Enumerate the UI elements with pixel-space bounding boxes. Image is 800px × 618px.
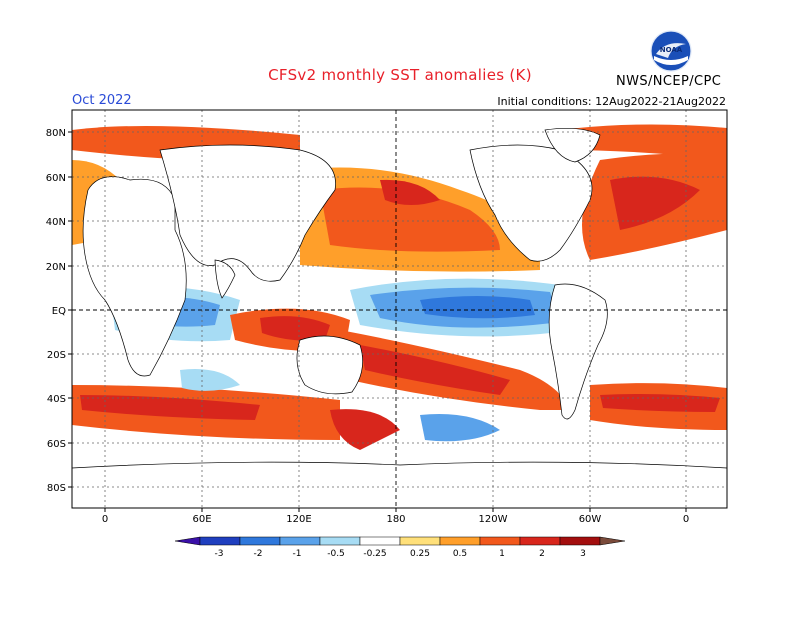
lat-label: 80S (47, 483, 66, 494)
colorbar-label: 0.25 (410, 549, 430, 559)
lat-labels: 80N 60N 40N 20N EQ 20S 40S 60S 80S (46, 128, 66, 494)
colorbar-label: -1 (293, 549, 302, 559)
continent-outlines (72, 128, 727, 508)
lat-label: 20S (47, 350, 66, 361)
svg-text:NOAA: NOAA (660, 46, 683, 54)
lon-label: 120W (479, 514, 508, 525)
forecast-month: Oct 2022 (72, 93, 132, 108)
anomaly-field (72, 110, 727, 508)
equator-dateline (72, 110, 727, 508)
colorbar-label: -0.25 (363, 549, 386, 559)
colorbar-label: 3 (580, 549, 586, 559)
colorbar-swatch (559, 536, 601, 546)
colorbar-swatch (359, 536, 401, 546)
lat-label: 40N (46, 217, 66, 228)
lat-label: 60N (46, 173, 66, 184)
colorbar-swatch (479, 536, 521, 546)
colorbar-labels: -3 -2 -1 -0.5 -0.25 0.25 0.5 1 2 3 (215, 549, 586, 559)
colorbar-swatch (319, 536, 361, 546)
lon-label: 0 (683, 514, 689, 525)
colorbar-swatch (519, 536, 561, 546)
lon-label: 0 (102, 514, 108, 525)
colorbar-swatch (279, 536, 321, 546)
lon-label: 120E (286, 514, 311, 525)
map-title: CFSv2 monthly SST anomalies (K) (268, 66, 532, 84)
lon-label: 180 (386, 514, 405, 525)
colorbar-label: 1 (499, 549, 505, 559)
lat-label: 40S (47, 394, 66, 405)
lat-ticks (68, 131, 72, 488)
colorbar-arrow-low (174, 536, 201, 546)
colorbar-label: 2 (539, 549, 545, 559)
colorbar (174, 536, 626, 546)
colorbar-arrow-high (599, 536, 626, 546)
colorbar-swatch (239, 536, 281, 546)
initial-conditions: Initial conditions: 12Aug2022-21Aug2022 (497, 95, 726, 108)
colorbar-label: -3 (215, 549, 224, 559)
colorbar-swatch (199, 536, 241, 546)
colorbar-label: -2 (254, 549, 263, 559)
colorbar-swatch (399, 536, 441, 546)
colorbar-label: 0.5 (453, 549, 467, 559)
agency-label: NWS/NCEP/CPC (616, 74, 722, 89)
lat-label: 20N (46, 262, 66, 273)
lon-label: 60W (579, 514, 602, 525)
lat-label: EQ (52, 306, 66, 317)
lon-labels: 0 60E 120E 180 120W 60W 0 (102, 514, 689, 525)
lat-label: 80N (46, 128, 66, 139)
colorbar-label: -0.5 (327, 549, 345, 559)
lon-label: 60E (192, 514, 211, 525)
colorbar-swatch (439, 536, 481, 546)
map-frame (71, 109, 728, 509)
noaa-logo-icon: NOAA (650, 30, 692, 72)
graticule (72, 110, 727, 508)
lon-ticks (104, 508, 687, 512)
lat-label: 60S (47, 439, 66, 450)
